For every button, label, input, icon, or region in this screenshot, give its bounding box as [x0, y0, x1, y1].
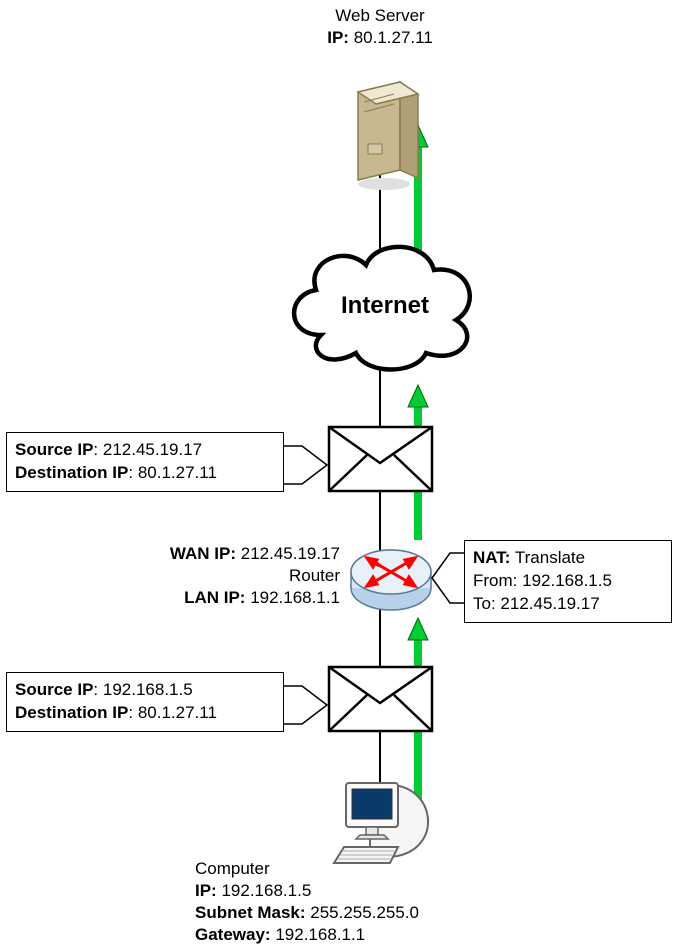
- computer-mask-value: 255.255.255.0: [310, 903, 419, 922]
- computer-labels: Computer IP: 192.168.1.5 Subnet Mask: 25…: [195, 858, 545, 946]
- computer-mask-key: Subnet Mask:: [195, 903, 306, 922]
- computer-ip-value: 192.168.1.5: [221, 881, 311, 900]
- diagram-canvas: Web Server IP: 80.1.27.11 Internet Sourc…: [0, 0, 682, 943]
- computer-gw-key: Gateway:: [195, 925, 271, 944]
- computer-gw-value: 192.168.1.1: [275, 925, 365, 944]
- computer-title: Computer: [195, 859, 270, 878]
- computer-ip-key: IP:: [195, 881, 217, 900]
